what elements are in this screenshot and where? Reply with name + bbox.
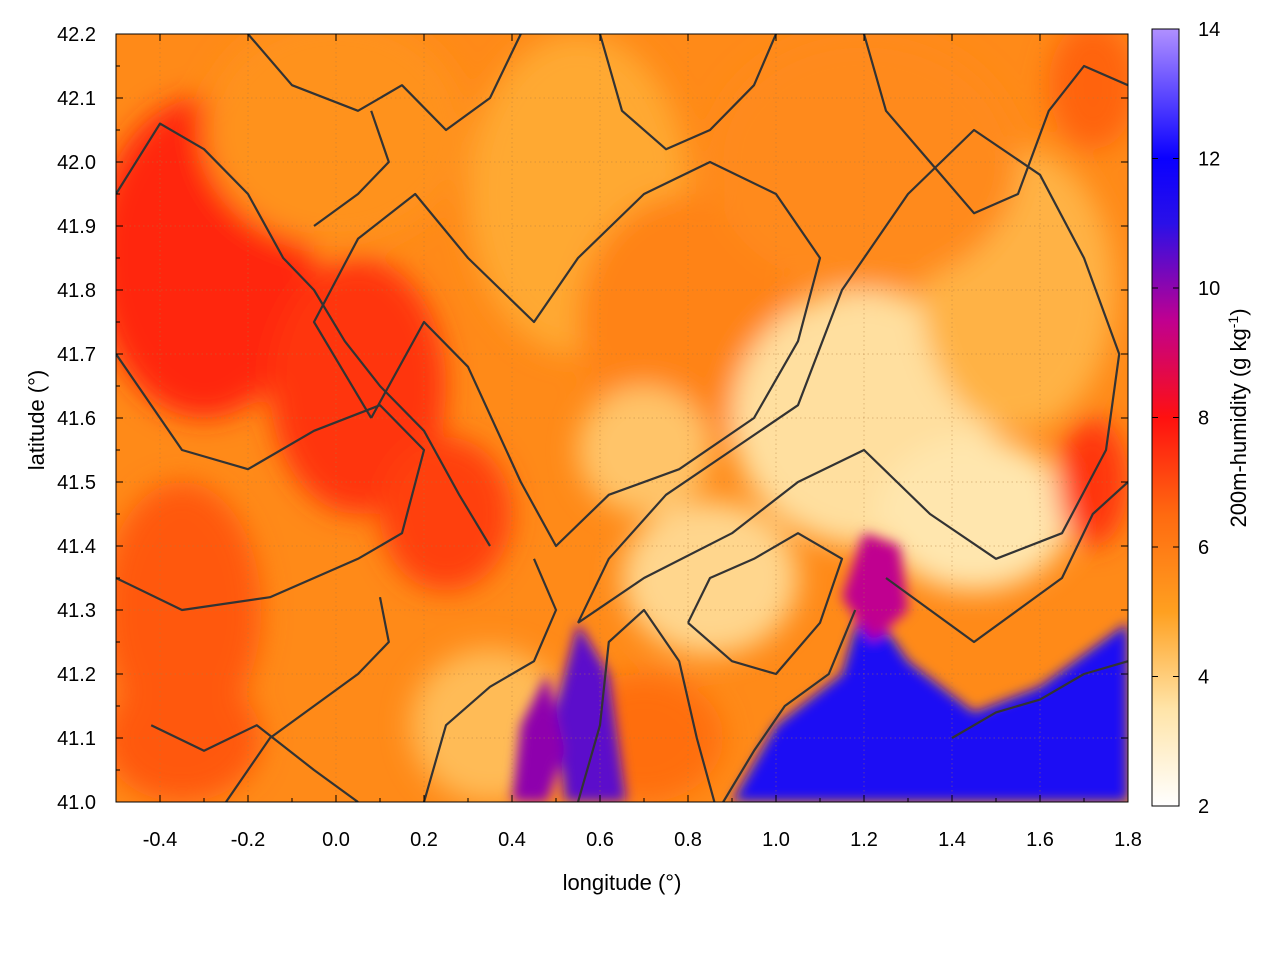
x-tick-label: -0.4	[143, 829, 177, 851]
humidity-blob	[116, 674, 262, 802]
colorbar-tick-label: 12	[1198, 149, 1220, 171]
contour-line-5	[422, 558, 558, 802]
x-tick-label: 0.8	[674, 829, 702, 851]
x-axis-ticks: -0.4 -0.2 0.0 0.2 0.4 0.6 0.8 1.0 1.2 1.4 1.6 1.8	[115, 34, 1142, 851]
x-tick-label: 0.4	[498, 829, 526, 851]
grid-lines	[116, 34, 1128, 802]
colorbar-title-sup: -1	[1225, 316, 1241, 329]
y-tick-label: 41.3	[57, 600, 96, 622]
y-tick-label: 42.0	[57, 152, 96, 174]
colorbar-title: 200m-humidity (g kg-1)	[1225, 308, 1251, 527]
x-axis-title: longitude (°)	[563, 870, 682, 895]
contour-line-6	[116, 122, 491, 547]
contour-line-7	[576, 608, 716, 802]
contour-line-6	[687, 532, 844, 676]
y-axis-ticks: 41.0 41.1 41.2 41.3 41.4 41.5 41.6 41.7 41.8 41.9…	[57, 24, 1128, 814]
colorbar-tick-label: 10	[1198, 278, 1220, 300]
contour-line-6	[885, 481, 1128, 644]
humidity-blob	[1048, 34, 1128, 150]
y-tick-label: 41.2	[57, 664, 96, 686]
x-tick-label: 0.0	[322, 829, 350, 851]
y-tick-label: 41.4	[57, 536, 96, 558]
contour-lines	[116, 34, 1128, 802]
contour-line-6	[313, 110, 390, 227]
x-tick-label: 1.6	[1026, 829, 1054, 851]
humidity-blob	[380, 437, 512, 591]
humidity-zone-moist-coast-0.4	[512, 674, 565, 802]
colorbar-tick-label: 6	[1198, 537, 1209, 559]
colorbar-tick-label: 4	[1198, 667, 1209, 689]
y-tick-label: 42.2	[57, 24, 96, 46]
humidity-zone-moist-southeast	[732, 597, 1128, 802]
y-tick-label: 41.8	[57, 280, 96, 302]
contour-line-9	[722, 609, 857, 802]
humidity-blob	[578, 386, 710, 514]
contour-line-4	[577, 128, 1121, 624]
x-tick-label: -0.2	[231, 829, 265, 851]
colorbar-title-close: )	[1226, 308, 1251, 315]
y-tick-label: 41.9	[57, 216, 96, 238]
contour-line-5	[150, 724, 359, 802]
x-tick-label: 1.4	[938, 829, 966, 851]
x-tick-label: 1.0	[762, 829, 790, 851]
y-tick-label: 42.1	[57, 88, 96, 110]
humidity-zones	[512, 533, 1128, 802]
contour-line-5	[598, 34, 778, 151]
contour-line-5	[862, 34, 1128, 215]
colorbar-tick-label: 8	[1198, 408, 1209, 430]
colorbar-ticks: 2 4 6 8 10 12 14	[1152, 19, 1220, 818]
colorbar-title-main: 200m-humidity (g kg	[1226, 328, 1251, 527]
humidity-zone-moist-ridge-1.25	[842, 533, 908, 642]
humidity-blob	[204, 34, 468, 246]
contour-line-5	[247, 34, 522, 132]
y-tick-label: 41.6	[57, 408, 96, 430]
x-tick-label: 1.2	[850, 829, 878, 851]
x-tick-label: 1.8	[1114, 829, 1142, 851]
y-tick-label: 41.1	[57, 728, 96, 750]
x-tick-label: 0.6	[586, 829, 614, 851]
contour-line-5	[116, 353, 426, 612]
y-tick-label: 41.7	[57, 344, 96, 366]
colorbar-tick-label: 14	[1198, 19, 1220, 41]
contour-line-7	[225, 596, 390, 802]
y-axis-title: latitude (°)	[24, 370, 49, 471]
colorbar-tick-label: 2	[1198, 796, 1209, 818]
humidity-zone-moist-coast-0.6	[556, 622, 627, 802]
contour-line-4	[312, 160, 822, 548]
y-tick-label: 41.0	[57, 792, 96, 814]
y-tick-label: 41.5	[57, 472, 96, 494]
heatmap-field	[116, 34, 1128, 802]
humidity-blob	[877, 437, 1071, 591]
x-tick-label: 0.2	[410, 829, 438, 851]
contour-line-9	[951, 660, 1128, 739]
